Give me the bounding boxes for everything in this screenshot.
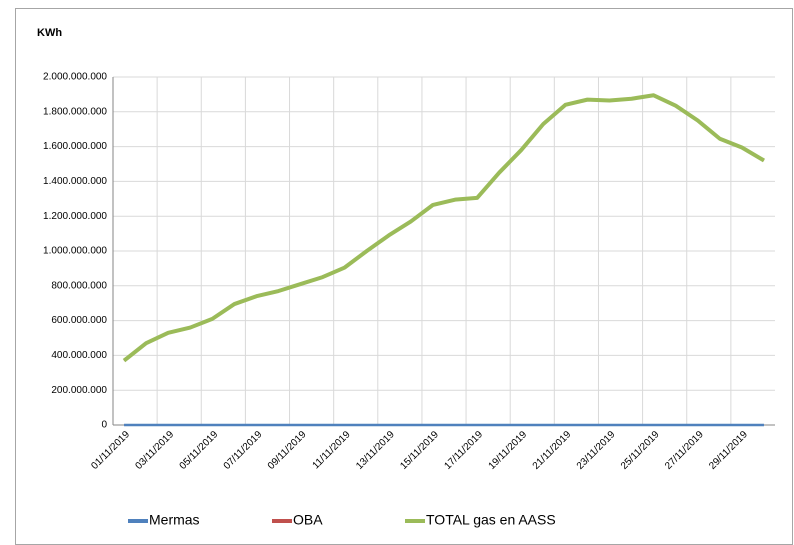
y-tick-label: 800.000.000 xyxy=(51,280,107,291)
y-tick-label: 1.800.000.000 xyxy=(43,106,107,117)
series-line xyxy=(122,93,765,363)
y-axis-label: KWh xyxy=(37,27,62,39)
y-tick-label: 2.000.000.000 xyxy=(43,72,107,83)
y-tick-label: 400.000.000 xyxy=(51,350,107,361)
y-tick-label: 1.400.000.000 xyxy=(43,176,107,187)
y-tick-label: 600.000.000 xyxy=(51,315,107,326)
legend-label: OBA xyxy=(293,512,323,528)
y-tick-label: 1.600.000.000 xyxy=(43,141,107,152)
y-tick-label: 200.000.000 xyxy=(51,385,107,396)
y-tick-label: 1.200.000.000 xyxy=(43,211,107,222)
legend-label: Mermas xyxy=(149,512,200,528)
y-tick-label: 0 xyxy=(101,420,107,431)
legend-label: TOTAL gas en AASS xyxy=(426,512,556,528)
y-tick-label: 1.000.000.000 xyxy=(43,246,107,257)
